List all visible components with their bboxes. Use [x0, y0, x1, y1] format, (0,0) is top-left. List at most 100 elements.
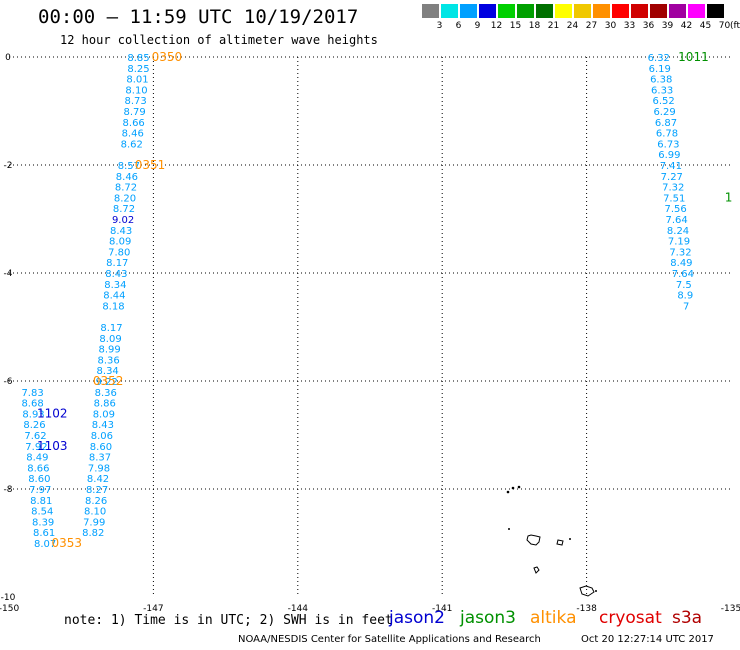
- wave-height-value: 8.62: [121, 139, 143, 150]
- coastline-islands: [506, 485, 597, 597]
- legend-swatch: [479, 4, 496, 18]
- wave-height-value: 8.60: [90, 442, 112, 453]
- wave-height-value: 7.64: [672, 269, 694, 280]
- wave-height-value: 8.86: [94, 399, 116, 410]
- wave-height-value: 7.98: [88, 463, 110, 474]
- wave-height-value: 8.72: [115, 183, 137, 194]
- wave-height-value: 9.02: [112, 215, 134, 226]
- legend-label: 33: [623, 21, 636, 31]
- y-tick-label: -10: [1, 593, 16, 603]
- legend-swatch: [536, 4, 553, 18]
- series-altika: 8.858.258.018.108.738.798.668.468.628.57…: [82, 53, 150, 539]
- note-text: note: 1) Time is in UTC; 2) SWH is in fe…: [64, 613, 393, 628]
- wave-height-value: 8.07: [34, 539, 56, 550]
- pass-time-label: 0350: [152, 50, 183, 64]
- wave-height-value: 8.99: [98, 345, 120, 356]
- legend-label: 42: [680, 21, 693, 31]
- mission-jason2: jason2: [389, 608, 445, 628]
- legend-swatch: [441, 4, 458, 18]
- legend-swatch: [631, 4, 648, 18]
- generated-timestamp: Oct 20 12:27:14 UTC 2017: [581, 634, 714, 645]
- wave-height-value: 8.06: [91, 431, 113, 442]
- legend-swatch: [612, 4, 629, 18]
- wave-height-value: 8.42: [87, 474, 109, 485]
- wave-height-value: 8.20: [114, 193, 136, 204]
- legend-label: 3: [436, 21, 443, 31]
- pass-time-label: 1102: [37, 406, 68, 420]
- wave-height-value: 8.9: [677, 291, 693, 302]
- legend-label: 24: [566, 21, 579, 31]
- wave-height-value: 6.87: [655, 118, 677, 129]
- legend-label: 70: [718, 21, 731, 31]
- legend-unit: (ft): [730, 21, 740, 31]
- chart-subtitle: 12 hour collection of altimeter wave hei…: [60, 33, 378, 47]
- wave-height-value: 7: [683, 301, 689, 312]
- y-tick-label: -2: [4, 161, 13, 171]
- x-tick-label: -135: [721, 604, 740, 614]
- wave-height-value: 7.32: [669, 247, 691, 258]
- wave-height-value: 8.79: [123, 107, 145, 118]
- series-jason3: 6.326.196.386.336.526.296.876.786.736.99…: [648, 53, 694, 312]
- wave-height-value: 7.92: [25, 442, 47, 453]
- wave-height-value: 8.25: [127, 64, 149, 75]
- wave-height-value: 8.24: [667, 226, 689, 237]
- legend-swatch: [707, 4, 724, 18]
- wave-height-value: 8.34: [97, 366, 119, 377]
- mission-s3a: s3a: [672, 608, 703, 628]
- pass-time-label: 1011: [678, 50, 709, 64]
- wave-height-value: 6.38: [650, 75, 672, 86]
- wave-height-value: 7.5: [676, 280, 692, 291]
- legend-label: 36: [642, 21, 655, 31]
- mission-altika: altika: [530, 608, 577, 628]
- legend-label: 15: [509, 21, 522, 31]
- wave-height-value: 8.26: [85, 496, 107, 507]
- pass-time-label: 0353: [51, 536, 82, 550]
- y-tick-label: -4: [4, 269, 13, 279]
- wave-height-value: 8.39: [32, 517, 54, 528]
- pass-time-label: 1: [725, 190, 733, 204]
- series-jason2: 7.838.688.938.267.627.928.498.668.607.97…: [21, 388, 56, 550]
- wave-height-value: 8.17: [106, 258, 128, 269]
- wave-height-value: 7.64: [665, 215, 687, 226]
- wave-height-value: 8.36: [98, 355, 120, 366]
- legend-swatch: [422, 4, 439, 18]
- wave-height-value: 8.09: [93, 409, 115, 420]
- wave-height-value: 8.43: [105, 269, 127, 280]
- wave-height-value: 8.54: [31, 507, 53, 518]
- mission-cryosat: cryosat: [599, 608, 662, 628]
- wave-height-value: 8.01: [126, 75, 148, 86]
- wave-height-value: 8.93: [22, 409, 44, 420]
- wave-height-value: 8.17: [100, 323, 122, 334]
- x-tick-label: -147: [143, 604, 163, 614]
- wave-height-value: 8.26: [23, 420, 45, 431]
- wave-height-value: 8.61: [33, 528, 55, 539]
- wave-height-value: 8.27: [86, 485, 108, 496]
- wave-height-value: 6.29: [653, 107, 675, 118]
- wave-height-value: 8.09: [99, 334, 121, 345]
- chart-title: 00:00 – 11:59 UTC 10/19/2017: [38, 6, 359, 28]
- x-tick-label: -144: [288, 604, 309, 614]
- legend-swatch: [517, 4, 534, 18]
- wave-height-value: 8.36: [95, 388, 117, 399]
- wave-height-value: 6.33: [651, 85, 673, 96]
- wave-height-value: 7.56: [665, 204, 687, 215]
- legend-swatch: [688, 4, 705, 18]
- wave-height-value: 8.43: [110, 226, 132, 237]
- wave-height-value: 8.57: [118, 161, 140, 172]
- wave-height-value: 8.66: [27, 463, 49, 474]
- legend-swatch: [498, 4, 515, 18]
- wave-height-value: 7.99: [83, 517, 105, 528]
- legend-label: 45: [699, 21, 712, 31]
- legend-swatch: [574, 4, 591, 18]
- wave-height-value: 7.27: [661, 172, 683, 183]
- wave-height-value: 6.19: [649, 64, 671, 75]
- wave-height-value: 6.99: [658, 150, 680, 161]
- wave-height-value: 6.78: [656, 129, 678, 140]
- wave-height-value: 8.43: [92, 420, 114, 431]
- pass-time-label: 1103: [37, 439, 68, 453]
- legend-swatch: [669, 4, 686, 18]
- wave-height-value: 8.34: [104, 280, 126, 291]
- wave-height-value: 8.49: [26, 453, 48, 464]
- wave-height-value: 8.46: [122, 129, 144, 140]
